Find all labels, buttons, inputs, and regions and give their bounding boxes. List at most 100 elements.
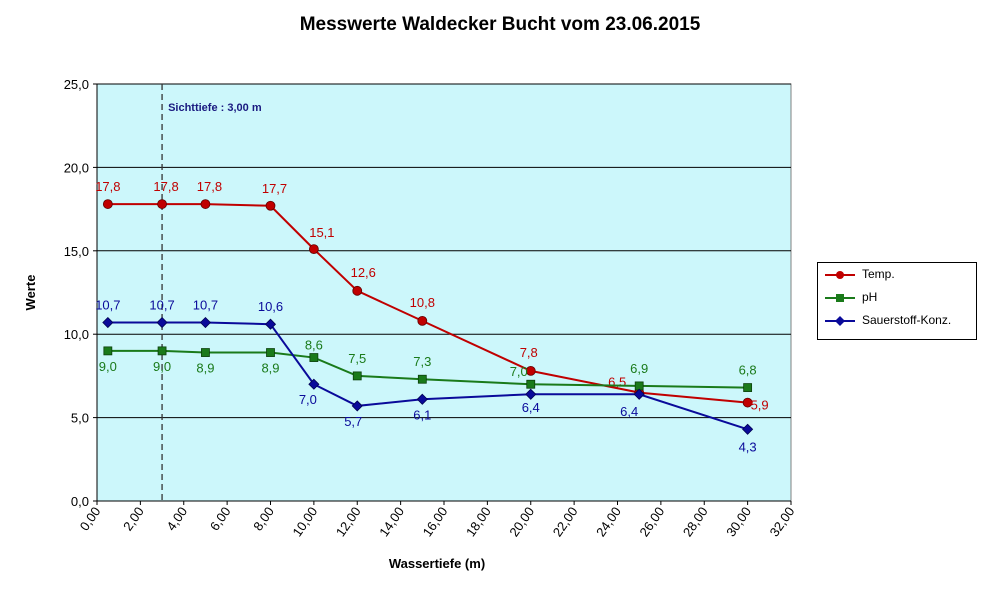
x-tick-label: 10,00: [289, 504, 320, 539]
y-tick-label: 5,0: [71, 411, 89, 426]
data-point: [308, 244, 319, 255]
data-label: 4,3: [739, 439, 757, 454]
series-line: [107, 349, 748, 389]
x-tick-label: 12,00: [333, 504, 364, 539]
legend-label: Temp.: [862, 267, 895, 281]
series-sauerstoff: 10,7 10,7 10,7 10,6 7,0 5,7 6,1 6,4 6,4 4,3: [95, 298, 756, 455]
series-group: 17,8 17,8 17,8 17,7 15,1 12,6 10,8 7,8 6,5 5,9 9,0…: [95, 179, 768, 454]
data-label: 6,4: [522, 400, 540, 415]
legend-item: pH: [818, 289, 976, 309]
data-label: 10,7: [95, 298, 120, 313]
data-label: 6,4: [620, 404, 638, 419]
data-label: 7,0: [510, 364, 528, 379]
data-label: 6,9: [630, 361, 648, 376]
legend: Temp. pH Sauerstoff-Konz.: [817, 262, 977, 340]
data-label: 7,0: [299, 392, 317, 407]
data-label: 17,8: [197, 179, 222, 194]
series-ph: 9,0 9,0 8,9 8,9 8,6 7,5 7,3 7,0 6,9 6,8: [99, 338, 757, 392]
x-tick-label: 16,00: [420, 504, 451, 539]
data-point: [199, 316, 212, 329]
y-tick-label: 10,0: [64, 327, 89, 342]
data-label: 17,7: [262, 181, 287, 196]
plot-area: [96, 83, 792, 502]
data-label: 10,7: [149, 298, 174, 313]
data-point: [743, 383, 753, 392]
x-tick-label: 28,00: [680, 504, 711, 539]
data-label: 8,6: [305, 338, 323, 353]
data-label: 10,7: [193, 298, 218, 313]
data-label: 7,8: [520, 345, 538, 360]
data-label: 8,9: [196, 361, 214, 376]
data-point: [308, 378, 320, 390]
data-label: 9,0: [153, 359, 171, 374]
data-label: 7,5: [348, 351, 366, 366]
data-point: [416, 393, 428, 405]
x-tick-label: 14,00: [376, 504, 407, 539]
legend-item: Temp.: [818, 266, 976, 286]
data-point: [266, 348, 275, 357]
grid-lines: [97, 83, 791, 419]
data-point: [102, 199, 113, 209]
series-line: [107, 203, 748, 404]
data-point: [525, 365, 536, 376]
y-axis-label: Werte: [23, 275, 38, 311]
data-label: 5,7: [344, 414, 362, 429]
data-label: 10,6: [258, 299, 283, 314]
data-label: 6,5: [608, 375, 626, 390]
data-point: [525, 388, 537, 400]
data-label: 9,0: [99, 359, 117, 374]
x-tick-label: 6,00: [207, 504, 234, 533]
data-point: [352, 371, 362, 381]
y-tick-label: 15,0: [64, 244, 89, 259]
data-point: [742, 397, 753, 408]
data-point: [526, 379, 536, 389]
data-point: [352, 285, 363, 296]
y-tick-label: 25,0: [64, 77, 89, 92]
legend-label: Sauerstoff-Konz.: [862, 313, 952, 327]
legend-swatch: [825, 294, 855, 302]
data-point: [157, 199, 167, 209]
data-point: [417, 315, 428, 326]
data-label: 7,3: [413, 354, 431, 369]
x-tick-label: 20,00: [506, 504, 537, 539]
x-tick-label: 2,00: [120, 504, 147, 533]
data-point: [156, 316, 168, 329]
data-point: [157, 346, 167, 356]
x-tick-label: 24,00: [593, 504, 624, 539]
x-tick-label: 30,00: [723, 504, 754, 539]
data-label: 15,1: [309, 225, 334, 240]
y-tick-label: 0,0: [71, 494, 89, 509]
data-label: 17,8: [153, 179, 178, 194]
data-point: [102, 316, 114, 329]
x-tick-label: 26,00: [636, 504, 667, 539]
legend-swatch: [825, 316, 855, 326]
sichttiefe-label: Sichttiefe : 3,00 m: [168, 102, 262, 114]
chart-title: Messwerte Waldecker Bucht vom 23.06.2015: [299, 14, 701, 35]
x-tick-label: 32,00: [767, 504, 798, 539]
x-axis-label: Wassertiefe (m): [389, 556, 485, 571]
data-point: [265, 200, 276, 211]
data-point: [351, 400, 363, 412]
data-point: [742, 423, 754, 435]
data-point: [417, 374, 427, 384]
y-tick-label: 20,0: [64, 160, 89, 175]
data-label: 8,9: [261, 361, 279, 376]
x-tick-label: 22,00: [550, 504, 581, 539]
sichttiefe-annotation: Sichttiefe : 3,00 m: [161, 84, 262, 501]
data-point: [309, 353, 319, 362]
data-point: [633, 388, 645, 400]
x-tick-label: 18,00: [463, 504, 494, 539]
data-label: 5,9: [751, 398, 769, 413]
data-point: [264, 318, 277, 330]
data-label: 6,1: [413, 407, 431, 422]
x-tick-label: 4,00: [163, 504, 190, 533]
x-tick-label: 8,00: [250, 504, 277, 533]
legend-swatch: [825, 271, 855, 279]
data-point: [201, 348, 210, 357]
data-label: 17,8: [95, 179, 120, 194]
series-line: [107, 321, 748, 431]
data-point: [103, 346, 113, 356]
data-label: 12,6: [351, 265, 376, 280]
data-label: 6,8: [739, 363, 757, 378]
